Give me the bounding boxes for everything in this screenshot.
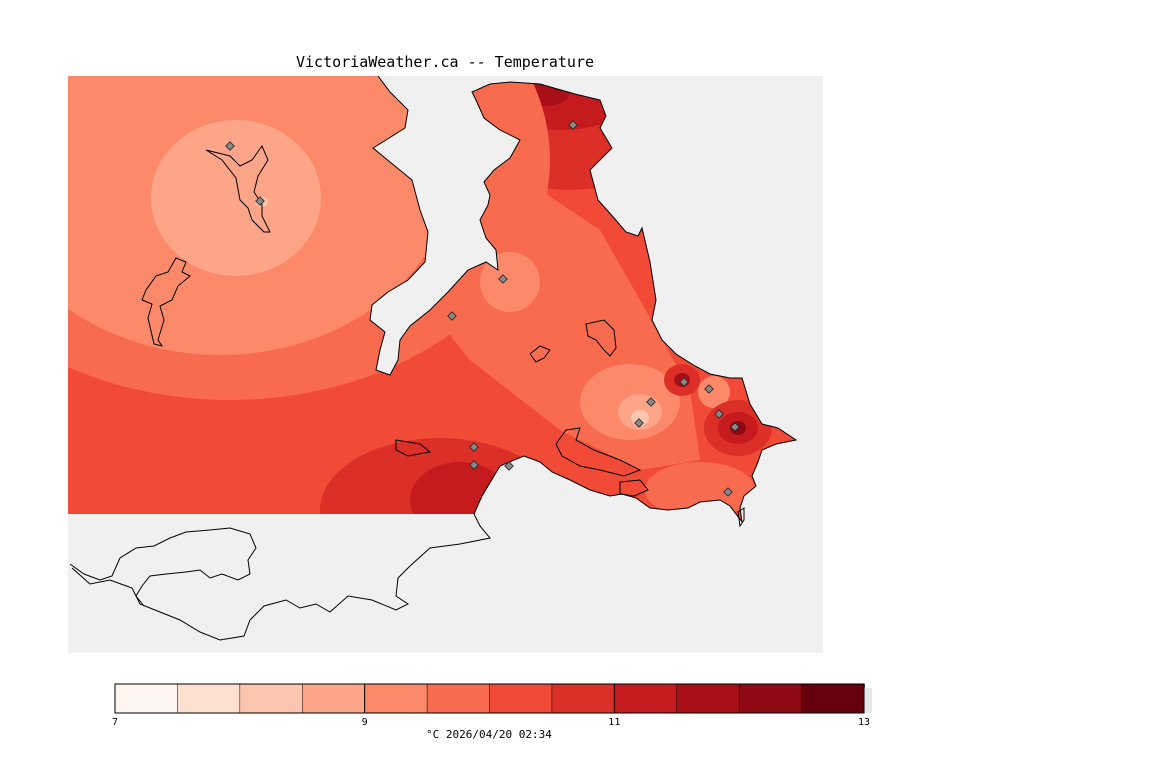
- station-marker: [679, 377, 689, 387]
- units-label: °C: [426, 728, 440, 741]
- colorbar-swatch: [426, 683, 491, 714]
- station-marker: [634, 418, 644, 428]
- station-marker: [255, 196, 265, 206]
- colorbar-swatch: [738, 683, 803, 714]
- colorbar-swatch: [302, 683, 366, 714]
- colorbar-swatch: [801, 683, 865, 714]
- station-marker: [730, 422, 740, 432]
- colorbar-swatch: [676, 683, 740, 714]
- colorbar-swatch: [614, 683, 678, 714]
- colorbar-swatch: [551, 683, 616, 714]
- map-title: VictoriaWeather.ca -- Temperature: [295, 53, 594, 71]
- station-marker: [469, 442, 479, 452]
- colorbar-swatch: [364, 683, 428, 714]
- colorbar-shadow: [864, 688, 872, 713]
- colorbar: [114, 683, 872, 714]
- station-marker: [469, 460, 479, 470]
- station-marker: [704, 384, 714, 394]
- station-marker: [714, 409, 724, 419]
- colorbar-swatch: [489, 683, 553, 714]
- colorbar-swatch: [239, 683, 303, 714]
- station-marker: [225, 141, 235, 151]
- station-marker: [504, 461, 514, 471]
- colorbar-swatch: [177, 683, 241, 714]
- station-marker: [447, 311, 457, 321]
- colorbar-tick-label: 13: [858, 717, 870, 728]
- colorbar-tick-label: 9: [362, 717, 368, 728]
- colorbar-swatch: [114, 683, 179, 714]
- station-marker: [568, 120, 578, 130]
- colorbar-caption: °C 2026/04/20 02:34: [426, 728, 552, 741]
- station-markers: [225, 120, 740, 497]
- colorbar-tick-label: 7: [112, 717, 118, 728]
- coastlines: [69, 75, 798, 641]
- station-marker: [723, 487, 733, 497]
- temperature-field: [68, 76, 796, 522]
- station-marker: [646, 397, 656, 407]
- colorbar-tick-label: 11: [608, 717, 620, 728]
- colorbar-ticks: 7 9 11 13: [112, 684, 870, 728]
- station-marker: [498, 274, 508, 284]
- timestamp-label: 2026/04/20 02:34: [445, 728, 552, 741]
